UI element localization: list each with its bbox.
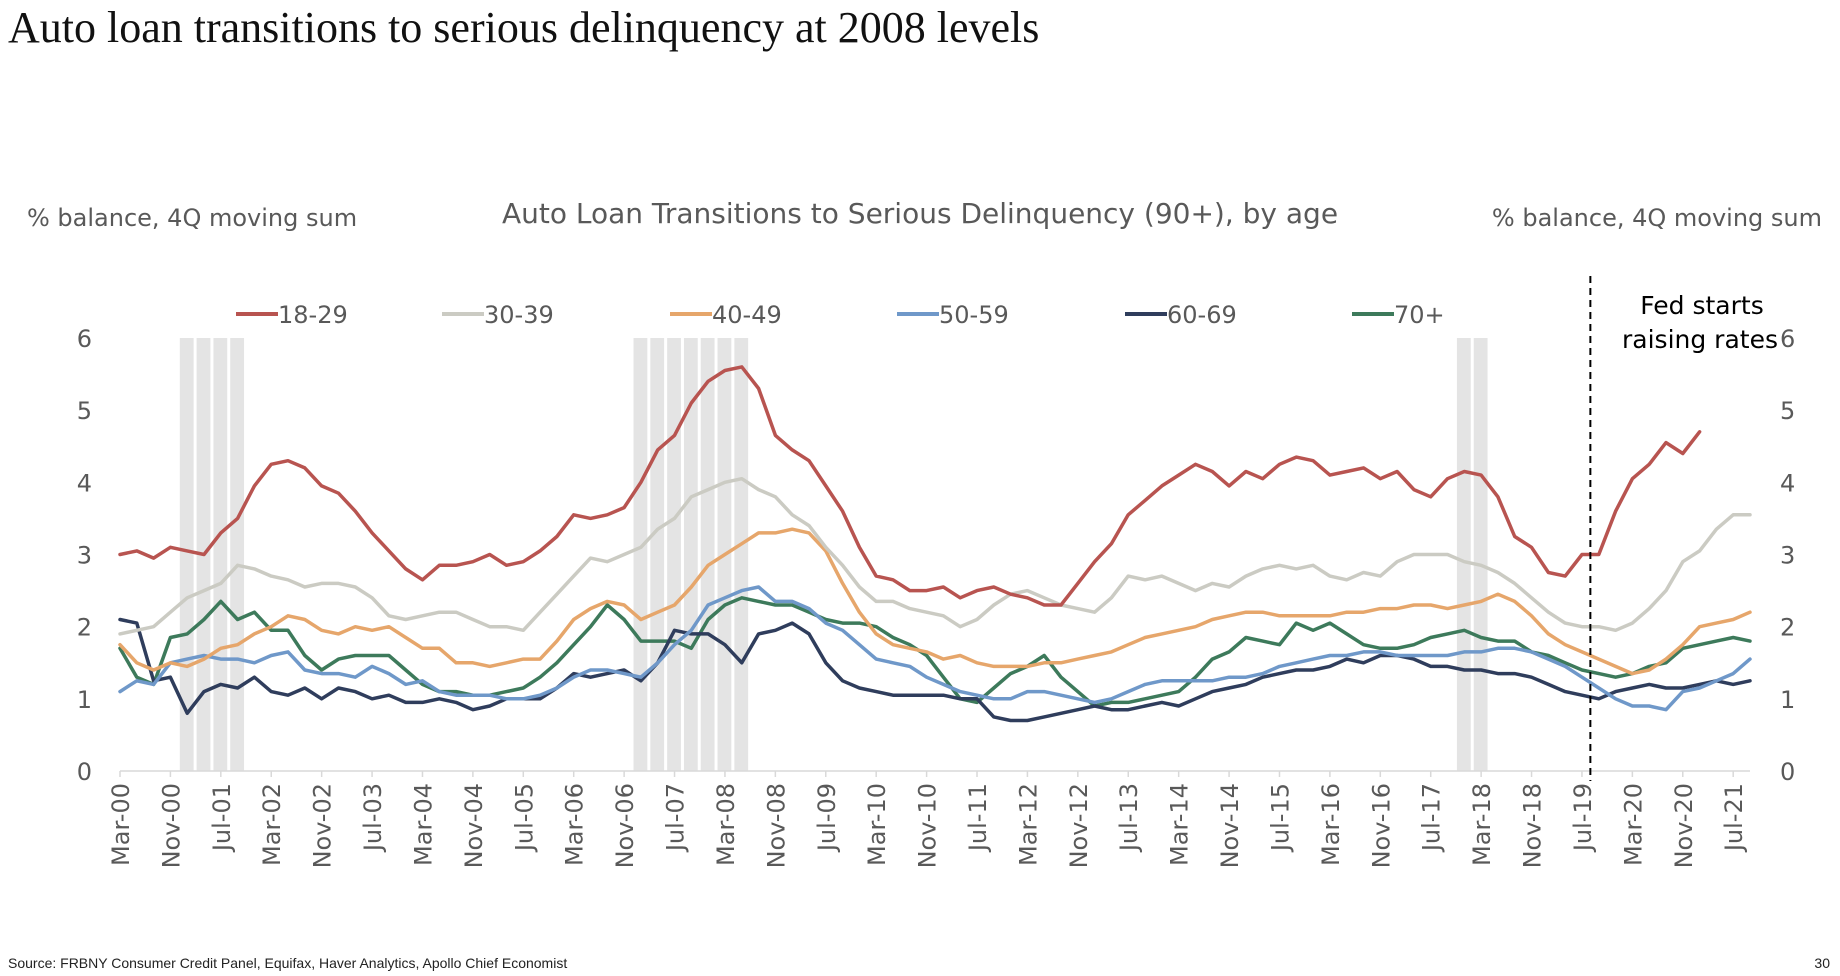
fed-annotation-label: Fed starts xyxy=(1640,291,1763,320)
x-tick-label: Jul-09 xyxy=(813,783,841,853)
recession-band xyxy=(179,338,194,771)
y-tick-label-right: 4 xyxy=(1780,469,1795,497)
y-tick-label-left: 6 xyxy=(77,325,92,353)
x-tick-label: Nov-10 xyxy=(914,783,942,868)
series-line-18-29 xyxy=(118,365,1702,607)
recession-band xyxy=(667,338,681,771)
recession-band xyxy=(633,338,648,771)
recession-band xyxy=(734,338,749,771)
x-tick-label: Nov-08 xyxy=(762,783,790,868)
y-tick-label-right: 6 xyxy=(1780,325,1795,353)
legend-label: 18-29 xyxy=(278,301,348,329)
y-tick-label-right: 1 xyxy=(1780,686,1795,714)
right-axis-unit-label: % balance, 4Q moving sum xyxy=(1491,204,1822,232)
x-tick-label: Nov-14 xyxy=(1216,783,1244,868)
x-tick-label: Jul-07 xyxy=(662,783,690,853)
recession-band xyxy=(1456,338,1471,771)
source-note: Source: FRBNY Consumer Credit Panel, Equ… xyxy=(8,955,568,971)
slide-title: Auto loan transitions to serious delinqu… xyxy=(8,3,1040,52)
y-tick-label-left: 3 xyxy=(77,542,92,570)
series-line-40-49 xyxy=(118,527,1752,676)
x-tick-label: Nov-16 xyxy=(1367,783,1395,868)
recession-band xyxy=(683,338,698,771)
recession-band xyxy=(213,338,228,771)
legend-label: 50-59 xyxy=(939,301,1009,329)
y-tick-label-left: 0 xyxy=(77,758,92,786)
x-tick-label: Nov-12 xyxy=(1065,783,1093,868)
x-tick-label: Mar-10 xyxy=(863,783,891,866)
x-tick-label: Mar-18 xyxy=(1468,783,1496,866)
x-tick-label: Mar-06 xyxy=(561,783,589,866)
x-tick-label: Jul-03 xyxy=(359,783,387,853)
x-tick-label: Mar-08 xyxy=(712,783,740,866)
page-number: 30 xyxy=(1814,955,1830,971)
y-tick-label-left: 2 xyxy=(77,614,92,642)
x-tick-label: Jul-19 xyxy=(1569,783,1597,853)
x-tick-label: Mar-16 xyxy=(1317,783,1345,866)
series-line-50-59 xyxy=(118,585,1752,712)
x-tick-label: Nov-06 xyxy=(611,783,639,868)
recession-band xyxy=(700,338,715,771)
x-tick-label: Mar-00 xyxy=(107,783,135,866)
y-tick-label-right: 0 xyxy=(1780,758,1795,786)
x-tick-label: Nov-18 xyxy=(1519,783,1547,868)
legend-label: 40-49 xyxy=(712,301,782,329)
legend-label: 30-39 xyxy=(484,301,554,329)
y-tick-label-right: 5 xyxy=(1780,397,1795,425)
x-tick-label: Jul-17 xyxy=(1418,783,1446,853)
y-tick-label-left: 1 xyxy=(77,686,92,714)
fed-annotation-label: raising rates xyxy=(1622,325,1778,354)
recession-band xyxy=(650,338,665,771)
x-tick-label: Mar-02 xyxy=(258,783,286,866)
x-tick-label: Nov-02 xyxy=(309,783,337,868)
x-tick-label: Mar-04 xyxy=(409,783,437,866)
series-line-60-69 xyxy=(118,617,1752,723)
y-tick-label-left: 5 xyxy=(77,397,92,425)
chart-title: Auto Loan Transitions to Serious Delinqu… xyxy=(501,197,1339,230)
y-tick-label-right: 3 xyxy=(1780,542,1795,570)
x-tick-label: Jul-01 xyxy=(208,783,236,853)
series-line-70+ xyxy=(118,596,1752,708)
x-tick-label: Mar-12 xyxy=(1014,783,1042,866)
x-tick-label: Nov-20 xyxy=(1670,783,1698,868)
x-tick-label: Jul-15 xyxy=(1266,783,1294,853)
x-tick-label: Jul-05 xyxy=(510,783,538,853)
x-tick-label: Jul-13 xyxy=(1115,783,1143,853)
legend-label: 60-69 xyxy=(1167,301,1237,329)
y-tick-label-left: 4 xyxy=(77,469,92,497)
recession-band xyxy=(1473,338,1488,771)
x-tick-label: Jul-21 xyxy=(1720,783,1748,853)
x-tick-label: Nov-04 xyxy=(460,783,488,868)
x-tick-label: Jul-11 xyxy=(964,783,992,853)
left-axis-unit-label: % balance, 4Q moving sum xyxy=(27,204,358,232)
x-tick-label: Nov-00 xyxy=(157,783,185,868)
x-tick-label: Mar-20 xyxy=(1619,783,1647,866)
series-line-30-39 xyxy=(118,476,1752,636)
x-tick-label: Mar-14 xyxy=(1166,783,1194,866)
y-tick-label-right: 2 xyxy=(1780,614,1795,642)
legend-label: 70+ xyxy=(1394,301,1445,329)
recession-band xyxy=(230,338,245,771)
